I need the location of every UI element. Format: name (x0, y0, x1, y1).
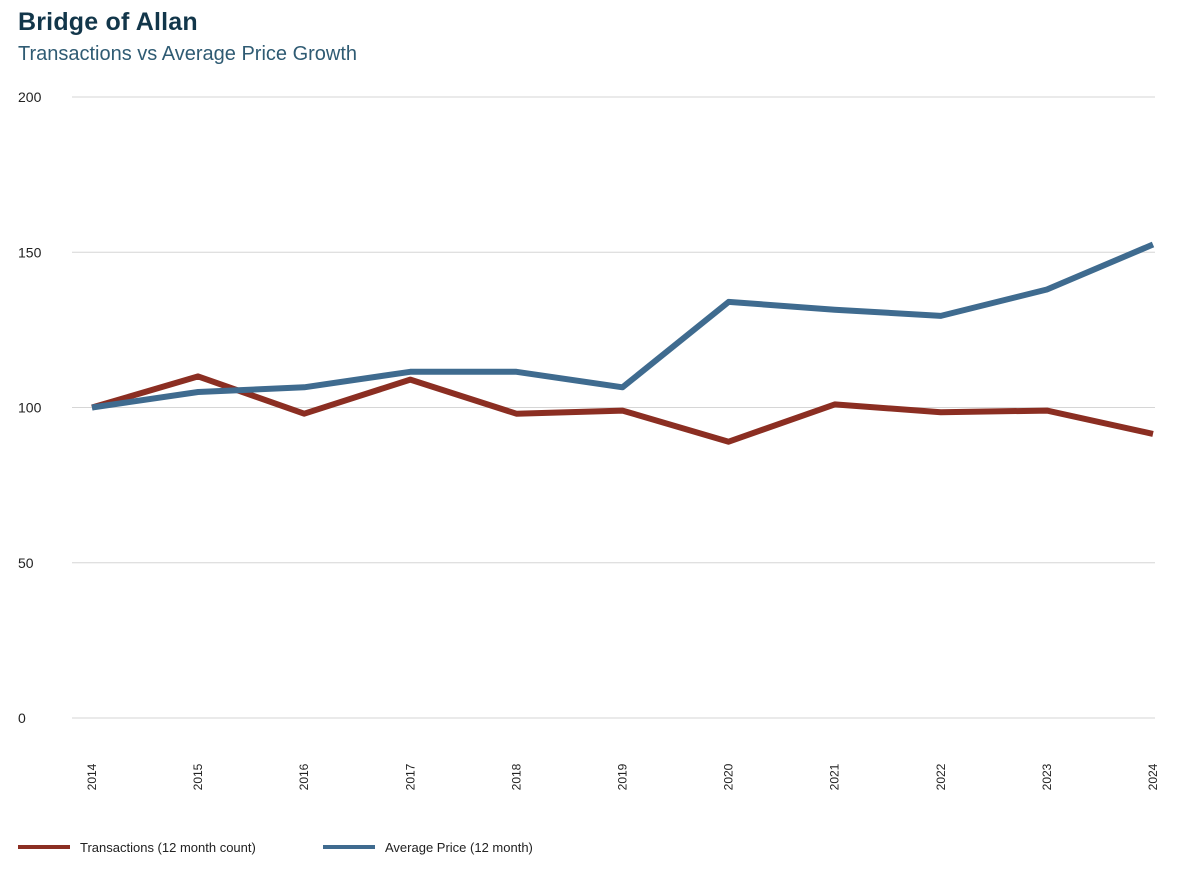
x-tick-label: 2016 (297, 763, 311, 790)
y-tick-label: 200 (18, 89, 42, 105)
x-tick-label: 2019 (616, 763, 630, 790)
y-axis-ticks: 0 50 100 150 200 (18, 89, 42, 726)
y-tick-label: 50 (18, 555, 34, 571)
x-tick-label: 2015 (191, 763, 205, 790)
x-tick-label: 2023 (1040, 763, 1054, 790)
y-tick-label: 0 (18, 710, 26, 726)
chart-subtitle: Transactions vs Average Price Growth (18, 43, 358, 65)
series-lines (91, 241, 1155, 445)
y-tick-label: 150 (18, 244, 42, 260)
x-tick-label: 2022 (934, 763, 948, 790)
x-tick-label: 2021 (828, 763, 842, 790)
legend: Transactions (12 month count) Average Pri… (18, 840, 533, 855)
x-tick-label: 2024 (1146, 763, 1160, 790)
x-tick-label: 2020 (722, 763, 736, 790)
series-line-transactions (91, 373, 1154, 445)
chart-title: Bridge of Allan (18, 8, 198, 36)
x-tick-label: 2017 (403, 763, 417, 790)
x-axis-ticks: 2014 2015 2016 2017 2018 2019 2020 2021 2022 2023… (85, 763, 1160, 790)
legend-label: Average Price (12 month) (385, 840, 533, 855)
x-tick-label: 2014 (85, 763, 99, 790)
gridlines (72, 96, 1155, 719)
legend-label: Transactions (12 month count) (80, 840, 256, 855)
series-line-average-price (91, 241, 1155, 411)
x-tick-label: 2018 (509, 763, 523, 790)
y-tick-label: 100 (18, 400, 42, 416)
